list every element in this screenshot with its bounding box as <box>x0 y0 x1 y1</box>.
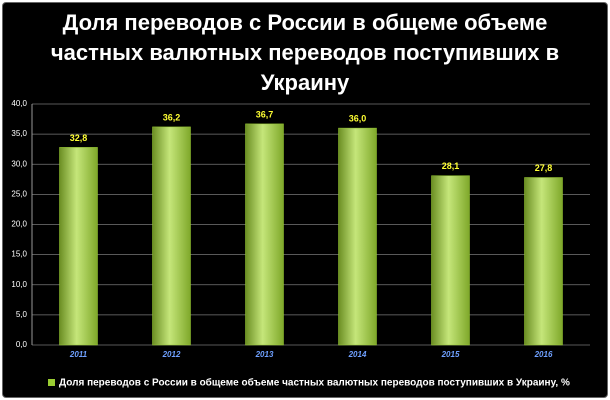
chart-title: Доля переводов с России в общеме объеме … <box>50 10 560 95</box>
y-tick-label: 40,0 <box>11 99 27 108</box>
bar <box>59 147 98 346</box>
x-tick-label: 2011 <box>69 350 88 359</box>
y-tick-label: 15,0 <box>11 250 27 259</box>
y-tick-label: 35,0 <box>11 129 27 138</box>
value-label: 36,0 <box>349 113 367 123</box>
x-tick-label: 2015 <box>441 350 460 359</box>
bar <box>524 177 563 346</box>
x-tick-label: 2013 <box>255 350 274 359</box>
x-tick-label: 2014 <box>348 350 367 359</box>
value-label: 32,8 <box>70 133 88 143</box>
value-label: 36,2 <box>163 112 181 122</box>
bar <box>431 175 470 346</box>
value-label: 27,8 <box>535 163 553 173</box>
y-tick-label: 20,0 <box>11 220 27 229</box>
bar <box>152 126 191 346</box>
y-tick-label: 30,0 <box>11 159 27 168</box>
value-label: 28,1 <box>442 161 460 171</box>
legend-swatch <box>48 379 55 386</box>
bar <box>245 123 284 346</box>
y-tick-label: 0,0 <box>16 340 28 349</box>
y-tick-label: 5,0 <box>16 310 28 319</box>
x-tick-label: 2016 <box>534 350 553 359</box>
y-tick-label: 25,0 <box>11 189 27 198</box>
value-label: 36,7 <box>256 109 274 119</box>
y-tick-label: 10,0 <box>11 280 27 289</box>
legend-label: Доля переводов с России в общеме объеме … <box>59 377 570 389</box>
x-tick-label: 2012 <box>162 350 181 359</box>
bar <box>338 127 377 346</box>
